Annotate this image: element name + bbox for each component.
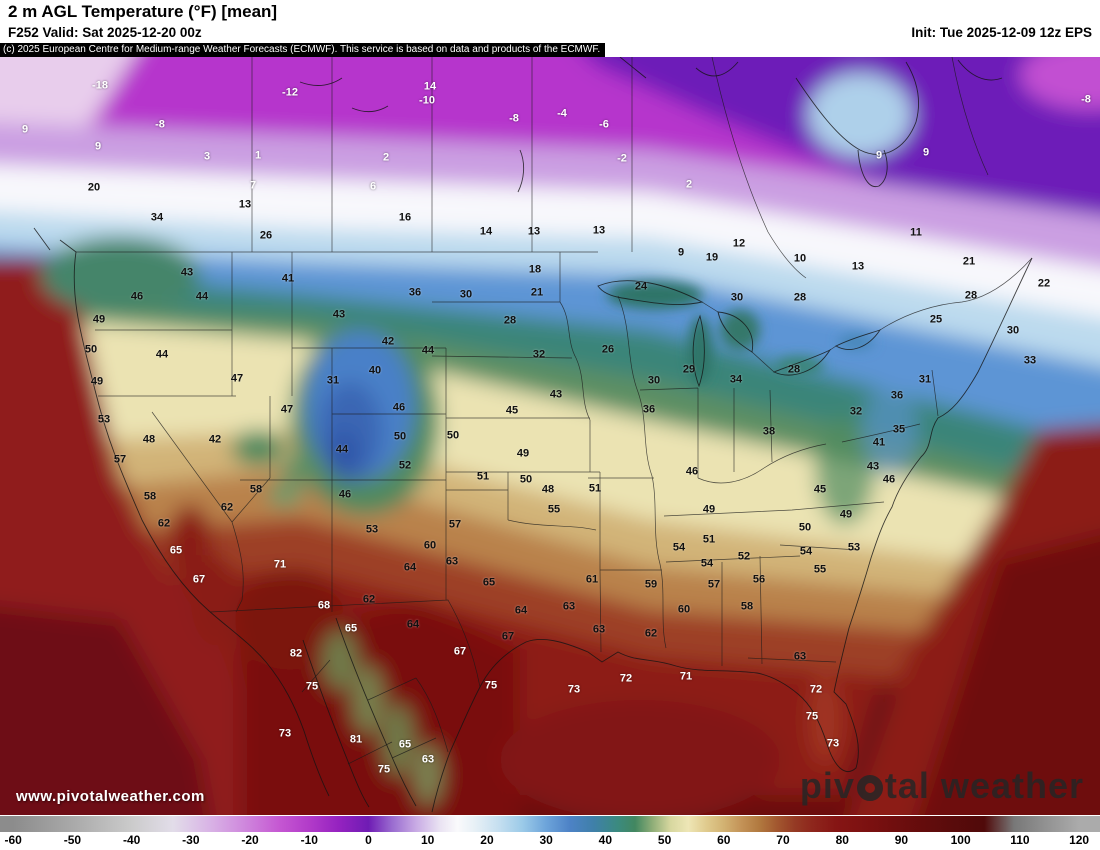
colorbar-tick: 80 — [835, 833, 849, 847]
colorbar-tick: -60 — [4, 833, 22, 847]
coastline — [33, 57, 1033, 813]
colorbar-gradient — [0, 816, 1100, 832]
colorbar-ticks: -60 -50 -40 -30 -20 -10 0 10 20 30 40 50 60 70 80 90 100… — [0, 833, 1100, 849]
colorbar-footer: -60 -50 -40 -30 -20 -10 0 10 20 30 40 50 60 70 80 90 100… — [0, 815, 1100, 850]
colorbar-tick: -20 — [241, 833, 259, 847]
header: 2 m AGL Temperature (°F) [mean] F252 Val… — [0, 0, 1100, 57]
colorbar-tick: -10 — [300, 833, 318, 847]
colorbar-tick: 70 — [776, 833, 790, 847]
colorbar-tick: 40 — [598, 833, 613, 847]
map-title: 2 m AGL Temperature (°F) [mean] — [8, 2, 278, 21]
init-time: Init: Tue 2025-12-09 12z EPS — [911, 25, 1092, 40]
state-borders — [76, 57, 1033, 765]
colorbar-tick: 110 — [1010, 833, 1030, 847]
colorbar-tick: 120 — [1069, 833, 1090, 847]
colorbar-tick: 30 — [539, 833, 553, 847]
pivotal-ring-icon — [856, 775, 883, 801]
colorbar-tick: 100 — [950, 833, 971, 847]
colorbar-tick: -50 — [63, 833, 82, 847]
temperature-field — [0, 57, 1100, 815]
colorbar-tick: 20 — [480, 833, 494, 847]
watermark-url: www.pivotalweather.com — [16, 788, 205, 805]
brand-logo: piv tal weather — [800, 768, 1084, 804]
brand-text-prefix: piv — [799, 765, 855, 806]
copyright-strip: (c) 2025 European Centre for Medium-rang… — [0, 43, 606, 57]
colorbar-tick: 50 — [657, 833, 672, 847]
colorbar-tick: 60 — [717, 833, 731, 847]
valid-time: F252 Valid: Sat 2025-12-20 00z — [8, 25, 202, 40]
colorbar-tick: -40 — [122, 833, 141, 847]
brand-text-suffix: tal weather — [884, 765, 1084, 806]
colorbar-tick: -30 — [182, 833, 200, 847]
colorbar-tick: 10 — [420, 833, 435, 847]
colorbar-tick: 0 — [365, 833, 372, 847]
colorbar-tick: 90 — [894, 833, 909, 847]
